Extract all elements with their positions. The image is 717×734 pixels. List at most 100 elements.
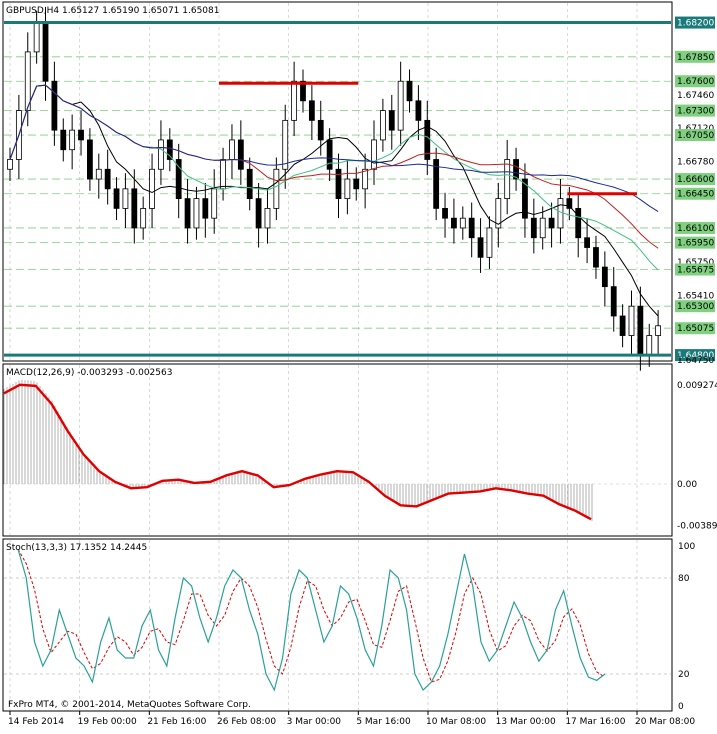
candle-body <box>140 207 147 229</box>
price-pane-title: GBPUSD,H4 1.65127 1.65190 1.65071 1.6508… <box>6 6 219 16</box>
macd-pane <box>2 363 673 537</box>
price-axis-tick-label: 1.66600 <box>677 175 714 185</box>
price-label-box <box>675 221 715 234</box>
candle-body <box>433 159 440 209</box>
candle-body <box>593 247 599 268</box>
price-axis-tick-label: 1.68200 <box>677 19 714 29</box>
candle-body <box>406 80 413 102</box>
time-axis-tick-label: 20 Mar 08:00 <box>635 717 695 727</box>
price-axis-tick-label: 1.65075 <box>677 324 714 334</box>
candle-body <box>202 198 209 219</box>
candle-body <box>149 168 155 209</box>
price-label-box <box>675 263 715 276</box>
price-axis-tick-label: 1.64750 <box>677 356 714 366</box>
candle-body <box>7 159 13 170</box>
price-label-box <box>675 16 715 29</box>
price-label-box <box>675 104 715 117</box>
candle-body <box>557 198 564 229</box>
candle-body <box>566 198 573 209</box>
candle-body <box>291 80 298 121</box>
candle-body <box>388 110 395 131</box>
candle-body <box>273 168 280 209</box>
candle-body <box>42 22 49 82</box>
candle-body <box>104 168 111 190</box>
candle-body <box>78 129 84 141</box>
candle-body <box>229 139 235 160</box>
candle-body <box>158 139 164 170</box>
price-axis-tick-label: 1.64800 <box>677 351 714 361</box>
time-axis-tick-label: 19 Feb 00:00 <box>78 717 137 727</box>
candle-body <box>24 51 31 111</box>
candle-body <box>371 139 377 170</box>
stoch-pane-title: Stoch(13,3,3) 17.1352 14.2445 <box>6 543 147 553</box>
stoch-axis-tick-label: 0 <box>678 702 684 712</box>
price-axis-tick-label: 1.66450 <box>677 190 714 200</box>
time-axis-tick-label: 21 Feb 16:00 <box>147 717 206 727</box>
price-axis-tick-label: 1.66780 <box>677 157 714 167</box>
copyright-text: FxPro MT4, © 2001-2014, MetaQuotes Softw… <box>8 700 251 710</box>
candle-body <box>575 207 582 239</box>
candle-body <box>442 207 448 219</box>
stoch-axis-tick-label: 100 <box>678 542 695 552</box>
candle-body <box>451 217 457 229</box>
candle-body <box>51 80 58 131</box>
candle-body <box>255 198 262 229</box>
macd-signal-line <box>3 383 592 521</box>
candle-body <box>166 139 173 160</box>
candle-body <box>379 110 386 141</box>
candle-body <box>69 129 76 151</box>
ma-black-line <box>9 84 659 317</box>
candle-body <box>184 198 191 229</box>
price-axis-tick-label: 1.65750 <box>677 258 714 268</box>
candle-body <box>619 315 626 336</box>
time-axis-tick-label: 26 Feb 08:00 <box>217 717 276 727</box>
candle-body <box>317 119 324 141</box>
candle-body <box>87 139 93 180</box>
candle-body <box>530 217 537 239</box>
candle-body <box>193 198 200 229</box>
ma-blue-line <box>9 84 659 212</box>
candle-body <box>362 168 369 190</box>
price-axis-tick-label: 1.67460 <box>677 91 714 101</box>
candle-body <box>282 119 289 170</box>
candle-body <box>353 178 360 190</box>
price-pane <box>2 1 673 362</box>
stoch-main-line <box>17 549 606 692</box>
candle-body <box>637 305 644 356</box>
price-label-box <box>675 187 715 200</box>
candle-body <box>486 227 493 258</box>
macd-axis-tick-label: 0.009274 <box>677 381 717 391</box>
time-axis-tick-label: 14 Feb 2014 <box>8 717 64 727</box>
stoch-pane <box>2 538 673 712</box>
candle-body <box>601 266 608 288</box>
candle-body <box>335 168 342 200</box>
candle-body <box>397 80 404 131</box>
stoch-signal-line <box>17 548 606 683</box>
price-axis-tick-label: 1.65410 <box>677 291 714 301</box>
candle-body <box>584 237 590 248</box>
price-axis-tick-label: 1.66100 <box>677 224 714 234</box>
stoch-axis-tick-label: 80 <box>678 574 690 584</box>
price-label-box <box>675 129 715 142</box>
candle-body <box>522 178 528 219</box>
macd-pane-title: MACD(12,26,9) -0.003293 -0.002563 <box>6 368 172 378</box>
candle-body <box>513 159 519 180</box>
candle-body <box>308 100 315 121</box>
candle-body <box>468 217 475 239</box>
candle-body <box>264 207 271 229</box>
time-axis-tick-label: 17 Mar 16:00 <box>565 717 625 727</box>
candle-body <box>646 335 653 356</box>
candle-body <box>610 286 617 317</box>
candle-body <box>477 237 484 258</box>
candle-body <box>504 159 511 200</box>
price-axis-tick-label: 1.65300 <box>677 302 714 312</box>
candle-body <box>655 325 662 336</box>
candle-body <box>548 217 555 229</box>
candle-body <box>237 139 244 170</box>
price-label-box <box>675 300 715 313</box>
macd-axis-tick-label: 0.00 <box>677 480 697 490</box>
time-axis-tick-label: 13 Mar 00:00 <box>496 717 556 727</box>
